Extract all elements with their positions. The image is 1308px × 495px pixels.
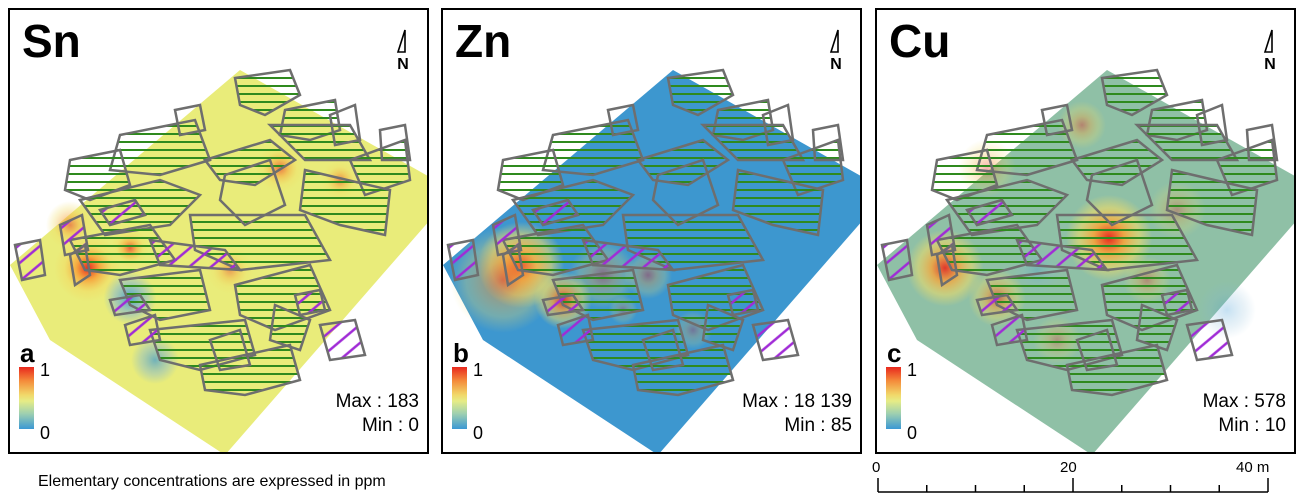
structure-outline [1245,123,1279,162]
map-zn [443,68,860,452]
structure-outline [208,328,252,372]
structure-outline [1040,103,1074,137]
scale-label-20: 20 [1060,459,1077,476]
excavation-area-purple [1015,238,1110,272]
min-value: Min : 85 [784,415,852,436]
color-ramp-legend [452,367,467,429]
structure-outline [1075,328,1119,372]
excavation-area-green [501,223,611,277]
structure-outline [1085,158,1154,227]
excavation-area-purple [925,213,957,257]
excavation-area-purple [148,238,243,272]
structure-outline [641,328,685,372]
north-label: N [397,54,409,71]
excavation-area-purple [123,313,162,347]
excavation-area-purple [13,238,47,282]
panel-title: Cu [889,15,951,67]
excavation-area-purple [541,293,586,317]
panel-cu: Cu N c 1 0 Max : 578 Min : 10 [875,8,1296,454]
excavation-area-purple [556,313,595,347]
panel-letter: c [887,338,902,368]
excavation-area-green [666,68,735,117]
excavation-area-green [631,343,735,397]
excavation-area-purple [726,288,760,317]
panel-letter: b [453,338,469,368]
excavation-area-green [1100,68,1169,117]
excavation-area-purple [98,198,147,227]
excavation-area-green [1065,343,1169,397]
structure-outline [173,103,207,137]
structure-outline [378,123,412,162]
panel-zn: Zn N b 1 0 Max : 18 139 Min : 85 [441,8,862,454]
map-cu [877,68,1294,452]
excavation-area-green [198,343,302,397]
excavation-area-green [68,223,178,277]
concentration-hotspot [1058,101,1106,149]
structure-outline [218,158,287,227]
max-value: Max : 18 139 [742,391,852,412]
excavation-area-green [1165,168,1259,237]
scale-label-40: 40 m [1236,459,1269,476]
excavation-area-green [298,168,392,237]
structure-outline [68,242,92,288]
excavation-area-green [731,168,825,237]
excavation-area-purple [751,318,800,362]
excavation-area-purple [965,198,1014,227]
north-arrow-icon: N [829,29,842,71]
excavation-area-purple [581,238,676,272]
excavation-area-purple [108,293,153,317]
north-label: N [1264,54,1276,71]
min-value: Min : 0 [361,415,419,436]
excavation-area-purple [880,238,914,282]
excavation-area-green [233,68,302,117]
structure-outline [328,103,362,147]
ramp-min-label: 0 [907,423,918,443]
units-footnote: Elementary concentrations are expressed … [38,473,386,490]
ramp-max-label: 1 [473,360,484,380]
excavation-area-purple [1160,288,1194,317]
excavation-area-purple [446,238,480,282]
panel-title: Zn [455,15,512,67]
max-value: Max : 578 [1202,391,1286,412]
max-value: Max : 183 [335,391,419,412]
ramp-min-label: 0 [40,423,51,443]
excavation-area-purple [975,293,1020,317]
excavation-area-green [935,223,1045,277]
excavation-area-purple [990,313,1029,347]
color-ramp-legend [886,367,901,429]
map-sn [10,68,427,452]
ramp-min-label: 0 [473,423,484,443]
min-value: Min : 10 [1218,415,1286,436]
scale-label-0: 0 [872,459,880,476]
structure-outline [811,123,845,162]
structure-outline [935,242,959,288]
excavation-area-purple [1185,318,1234,362]
excavation-area-purple [293,288,327,317]
north-label: N [830,54,842,71]
structure-outline [651,158,720,227]
panel-letter: a [20,338,35,368]
north-arrow-icon: N [396,29,409,71]
excavation-area-purple [491,213,523,257]
excavation-area-purple [58,213,90,257]
panel-sn: Sn N a 1 0 Max : 183 Min : 0 [8,8,429,454]
scale-bar: 0 20 40 m [872,459,1269,493]
panel-title: Sn [22,15,81,67]
excavation-area-purple [531,198,580,227]
structure-outline [606,103,640,137]
structure-outline [761,103,795,147]
structure-outline [501,242,525,288]
ramp-max-label: 1 [40,360,51,380]
ramp-max-label: 1 [907,360,918,380]
structure-outline [1195,103,1229,147]
excavation-area-purple [318,318,367,362]
north-arrow-icon: N [1263,29,1276,71]
color-ramp-legend [19,367,34,429]
